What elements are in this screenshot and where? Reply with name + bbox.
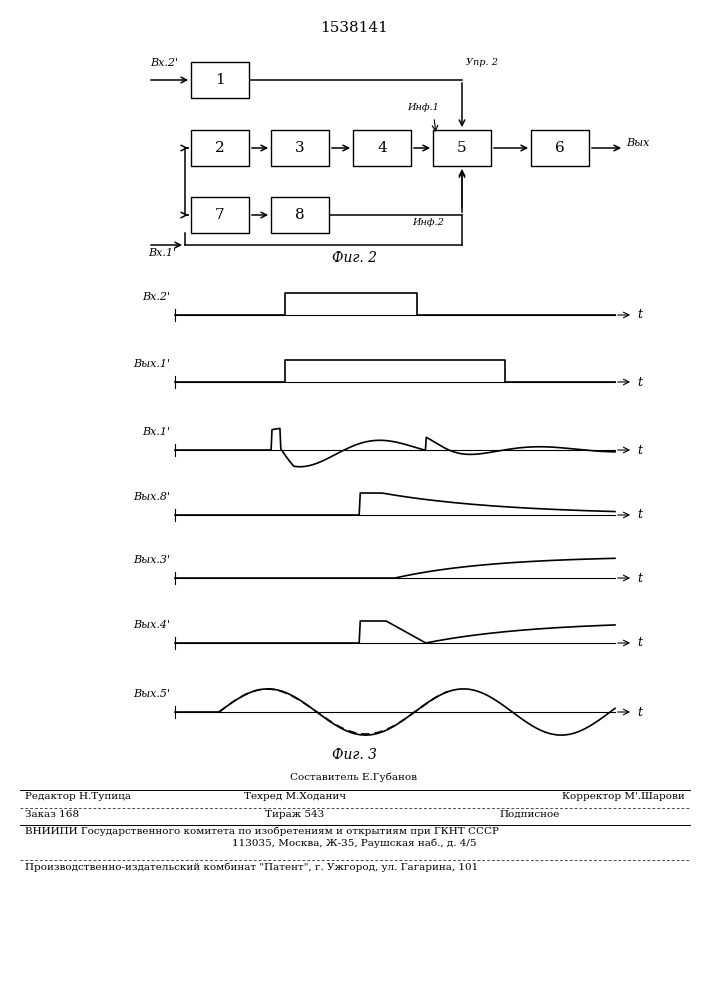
Text: 5: 5: [457, 141, 467, 155]
Text: Техред М.Ходанич: Техред М.Ходанич: [244, 792, 346, 801]
Text: Вых.8': Вых.8': [133, 492, 170, 502]
Bar: [191, 197, 249, 233]
Text: 1538141: 1538141: [320, 21, 388, 35]
Text: Инф.1: Инф.1: [407, 103, 439, 112]
Text: Вых.4': Вых.4': [133, 620, 170, 630]
Text: 1: 1: [215, 73, 225, 87]
Text: 6: 6: [555, 141, 565, 155]
Text: Тираж 543: Тираж 543: [265, 810, 325, 819]
Text: ВНИИПИ Государственного комитета по изобретениям и открытиям при ГКНТ СССР: ВНИИПИ Государственного комитета по изоб…: [25, 827, 499, 836]
Text: Заказ 168: Заказ 168: [25, 810, 79, 819]
Text: Фиг. 3: Фиг. 3: [332, 748, 377, 762]
Bar: [191, 62, 249, 98]
Text: t: t: [637, 444, 642, 456]
Bar: [271, 197, 329, 233]
Text: Фиг. 2: Фиг. 2: [332, 251, 377, 265]
Bar: [191, 130, 249, 166]
Text: t: t: [637, 572, 642, 584]
Bar: [433, 130, 491, 166]
Text: Редактор Н.Тупица: Редактор Н.Тупица: [25, 792, 131, 801]
Bar: [353, 130, 411, 166]
Text: Корректор М'.Шарови: Корректор М'.Шарови: [562, 792, 685, 801]
Bar: [531, 130, 589, 166]
Text: 7: 7: [215, 208, 225, 222]
Text: t: t: [637, 375, 642, 388]
Text: Вх.1': Вх.1': [142, 427, 170, 437]
Text: t: t: [637, 308, 642, 322]
Text: Производственно-издательский комбинат "Патент", г. Ужгород, ул. Гагарина, 101: Производственно-издательский комбинат "П…: [25, 862, 478, 871]
Text: 3: 3: [296, 141, 305, 155]
Text: Упр. 2: Упр. 2: [466, 58, 498, 67]
Text: t: t: [637, 637, 642, 650]
Text: 4: 4: [377, 141, 387, 155]
Text: Вых: Вых: [626, 138, 649, 148]
Text: t: t: [637, 706, 642, 718]
Text: Вых.1': Вых.1': [133, 359, 170, 369]
Text: t: t: [637, 508, 642, 522]
Text: Вых.5': Вых.5': [133, 689, 170, 699]
Text: Вх.2': Вх.2': [142, 292, 170, 302]
Text: Вых.3': Вых.3': [133, 555, 170, 565]
Text: Составитель Е.Губанов: Составитель Е.Губанов: [291, 772, 418, 782]
Text: Вх.2': Вх.2': [150, 58, 178, 68]
Bar: [271, 130, 329, 166]
Text: Вх.1': Вх.1': [148, 248, 176, 258]
Text: Подписное: Подписное: [500, 810, 560, 819]
Text: Инф.2: Инф.2: [412, 218, 444, 227]
Text: 2: 2: [215, 141, 225, 155]
Text: 8: 8: [296, 208, 305, 222]
Text: 113035, Москва, Ж-35, Раушская наб., д. 4/5: 113035, Москва, Ж-35, Раушская наб., д. …: [232, 839, 477, 848]
